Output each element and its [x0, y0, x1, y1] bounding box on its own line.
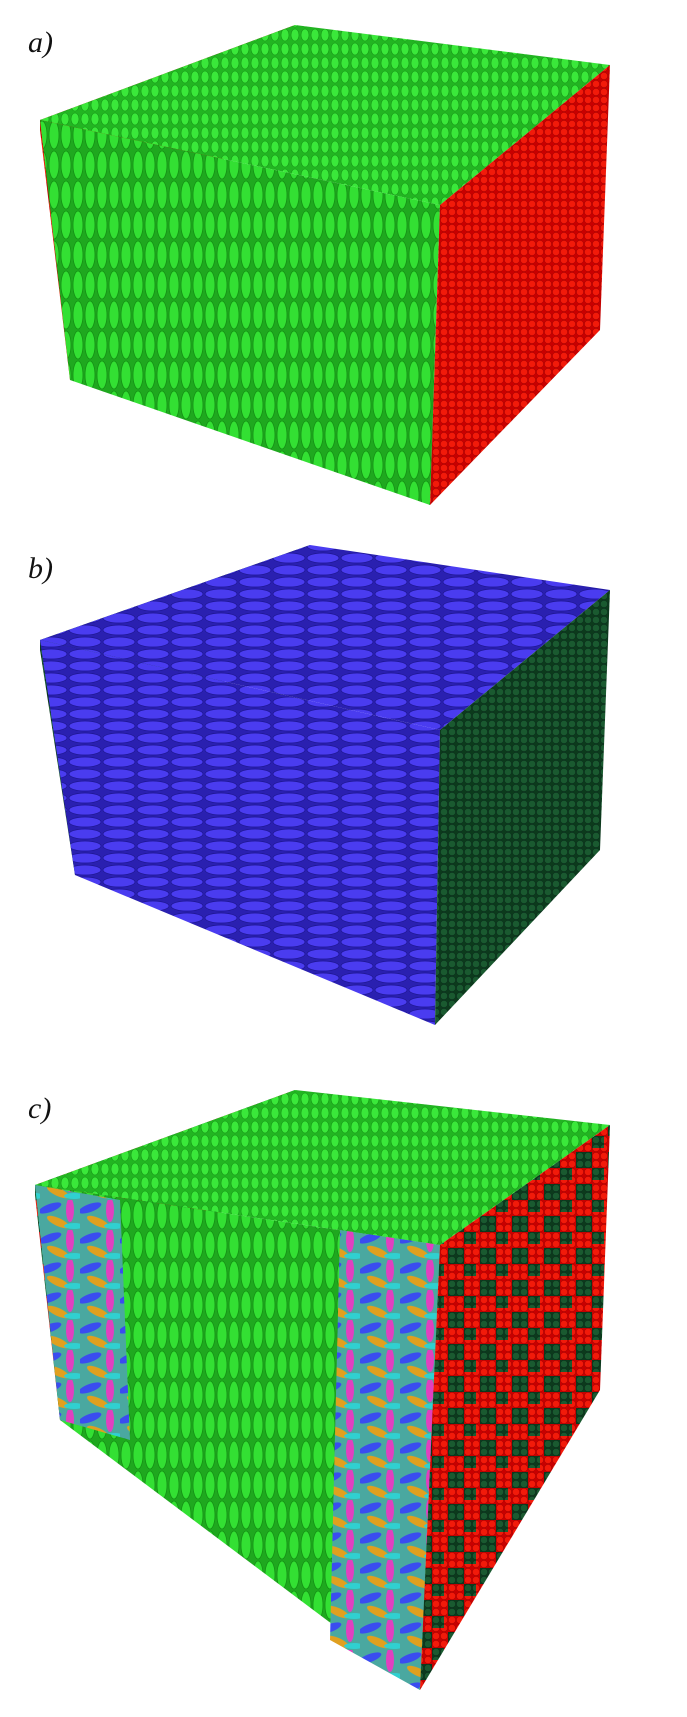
- panel-a: a): [28, 25, 610, 505]
- right-wall: [420, 1125, 610, 1690]
- right-wall: [430, 65, 610, 505]
- panel-b: b): [28, 545, 610, 1025]
- panel-label: c): [28, 1092, 51, 1125]
- panel-label: a): [28, 26, 53, 59]
- front-face: [40, 640, 440, 1025]
- top-face: [35, 1090, 610, 1245]
- panel-label: b): [28, 552, 53, 585]
- panel-c: c): [28, 1090, 610, 1690]
- disordered-region: [35, 1185, 130, 1440]
- front-face: [40, 120, 440, 505]
- top-face: [40, 25, 610, 205]
- top-face: [40, 545, 610, 730]
- right-wall: [435, 590, 610, 1025]
- disordered-region: [330, 1230, 440, 1690]
